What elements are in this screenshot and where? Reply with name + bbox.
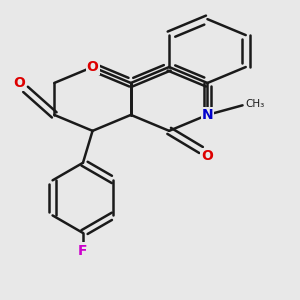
Text: F: F <box>78 244 88 257</box>
Text: N: N <box>202 108 213 122</box>
Text: O: O <box>87 60 98 74</box>
Text: CH₃: CH₃ <box>246 99 265 109</box>
Text: O: O <box>13 76 25 90</box>
Text: O: O <box>202 149 213 164</box>
